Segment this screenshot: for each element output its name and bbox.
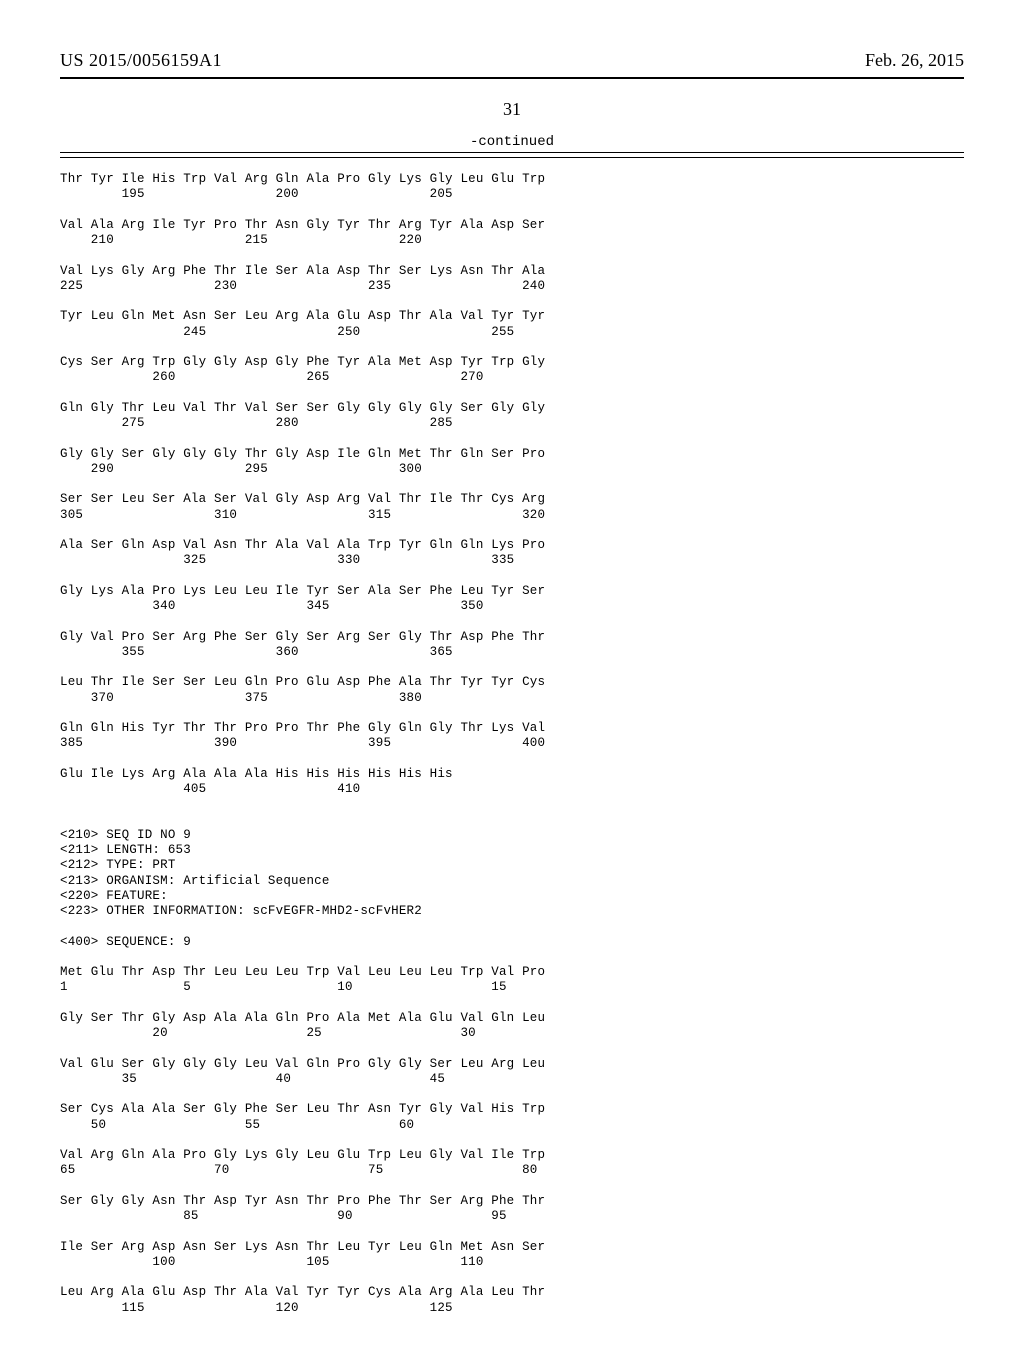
- page-number: 31: [60, 99, 964, 120]
- sequence-listing: Thr Tyr Ile His Trp Val Arg Gln Ala Pro …: [60, 172, 964, 1316]
- publication-number: US 2015/0056159A1: [60, 50, 222, 71]
- section-rule-bottom: [60, 157, 964, 158]
- section-rule-top: [60, 152, 964, 153]
- page-header: US 2015/0056159A1 Feb. 26, 2015: [60, 50, 964, 71]
- publication-date: Feb. 26, 2015: [865, 50, 964, 71]
- continued-label: -continued: [60, 134, 964, 150]
- header-rule: [60, 77, 964, 79]
